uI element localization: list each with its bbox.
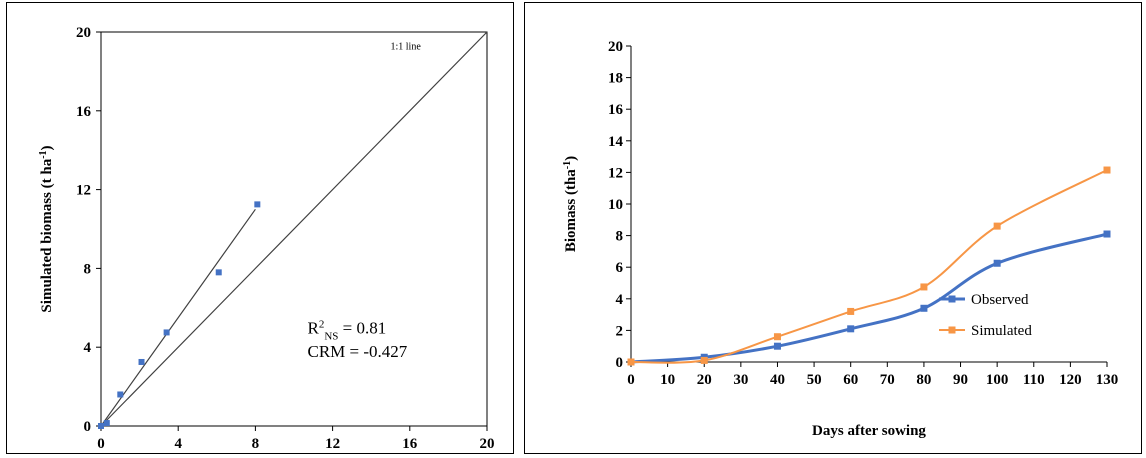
legend-label-observed: Observed	[971, 292, 1029, 308]
data-point	[215, 269, 222, 276]
y-tick-label: 0	[84, 419, 92, 435]
y-tick-label: 0	[616, 355, 624, 371]
x-tick-label: 12	[325, 436, 340, 452]
x-tick-label: 20	[697, 372, 712, 388]
series-line-simulated	[630, 169, 1108, 364]
one-to-one-label: 1:1 line	[391, 42, 422, 53]
y-tick-label: 4	[84, 340, 92, 356]
y-tick-label: 4	[616, 292, 624, 308]
y-tick-label: 18	[608, 71, 623, 87]
legend-marker-simulated	[948, 326, 956, 334]
x-tick-label: 110	[1023, 372, 1045, 388]
series-point-observed	[847, 325, 855, 333]
x-tick-label: 16	[402, 436, 418, 452]
y-tick-label: 16	[76, 104, 92, 120]
line-chart: 0 2 4 6 8 10 12 14 16 18 20 0 10 20 30 40 50 60 70 80 90 100 1…	[562, 39, 1119, 439]
x-axis-label: Days after sowing	[812, 423, 926, 439]
y-tick-label: 10	[608, 197, 623, 213]
series-point-simulated	[993, 222, 1001, 230]
y-tick-label: 8	[616, 229, 624, 245]
series-point-observed	[1103, 230, 1111, 238]
y-tick-label: 12	[608, 165, 623, 181]
data-point	[163, 329, 170, 336]
x-tick-label: 70	[880, 372, 895, 388]
data-point	[138, 358, 145, 365]
series-point-simulated	[627, 358, 635, 366]
y-tick-label: 14	[608, 134, 624, 150]
series-point-observed	[773, 342, 781, 350]
series-line-observed	[630, 232, 1108, 364]
x-tick-label: 120	[1059, 372, 1082, 388]
regression-line	[100, 208, 256, 427]
x-tick-label: 80	[916, 372, 931, 388]
scatter-chart-panel: 0 4 8 12 16 20 0 4 8 12 16 20 Simulated biomass (t h…	[6, 2, 514, 454]
y-axis-label: Simulated biomass (t ha-1)	[38, 145, 56, 312]
data-point	[117, 391, 124, 398]
r2-statistic: R2NS = 0.81	[308, 318, 387, 342]
y-tick-label: 6	[616, 260, 624, 276]
y-tick-label: 8	[84, 261, 92, 277]
series-point-simulated	[1103, 166, 1111, 174]
series-point-simulated	[700, 356, 708, 364]
x-tick-label: 60	[843, 372, 858, 388]
y-tick-label: 12	[76, 183, 91, 199]
y-tick-label: 16	[608, 102, 624, 118]
legend-label-simulated: Simulated	[971, 323, 1032, 339]
line-chart-panel: 0 2 4 6 8 10 12 14 16 18 20 0 10 20 30 40 50 60 70 80 90 100 1…	[524, 2, 1142, 454]
x-tick-label: 90	[953, 372, 968, 388]
series-point-simulated	[773, 333, 781, 341]
x-tick-label: 20	[480, 436, 495, 452]
x-tick-label: 0	[627, 372, 635, 388]
x-tick-label: 40	[770, 372, 785, 388]
series-point-simulated	[920, 283, 928, 291]
x-tick-label: 130	[1096, 372, 1119, 388]
legend-marker-observed	[948, 295, 956, 303]
y-tick-label: 2	[616, 323, 624, 339]
data-point	[254, 201, 261, 208]
series-point-observed	[993, 259, 1001, 267]
x-tick-label: 10	[660, 372, 675, 388]
plot-area	[100, 31, 488, 427]
series-point-observed	[920, 304, 928, 312]
one-to-one-line	[100, 31, 488, 427]
x-tick-label: 50	[807, 372, 822, 388]
y-tick-label: 20	[608, 39, 623, 55]
crm-statistic: CRM = -0.427	[308, 342, 408, 361]
scatter-chart: 0 4 8 12 16 20 0 4 8 12 16 20 Simulated biomass (t h…	[38, 25, 495, 452]
data-point	[98, 423, 104, 429]
y-axis-label: Biomass (tha-1)	[562, 156, 580, 252]
data-point	[103, 420, 110, 427]
series-point-simulated	[847, 307, 855, 315]
y-tick-label: 20	[76, 25, 91, 41]
x-tick-label: 4	[174, 436, 182, 452]
x-tick-label: 30	[733, 372, 748, 388]
x-tick-label: 8	[252, 436, 260, 452]
x-tick-label: 0	[97, 436, 105, 452]
x-tick-label: 100	[986, 372, 1009, 388]
